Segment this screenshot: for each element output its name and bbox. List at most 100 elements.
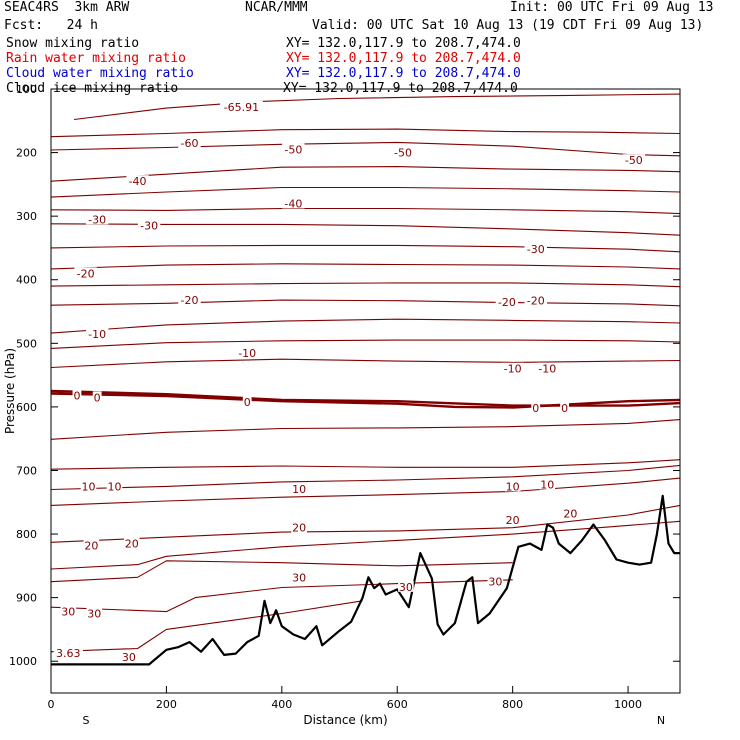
isotherm-line-1 (50, 128, 681, 138)
contour-label-34: 30 (87, 608, 101, 621)
isotherm-line-23 (50, 579, 513, 613)
x-tick-label-0: 0 (48, 698, 55, 711)
isotherm-line-18 (50, 464, 681, 491)
contour-label-23: 10 (82, 480, 96, 493)
contour-label-bg-21 (531, 402, 541, 414)
legend-rain: Rain water mixing ratio (6, 51, 187, 66)
contour-label-bg-11 (178, 294, 201, 306)
x-axis: 0 200 400 600 800 1000 (48, 686, 642, 711)
contour-label-bg-23 (80, 480, 97, 492)
contour-label-0: -65.91 (224, 101, 259, 114)
isotherm-line-16 (50, 419, 681, 440)
contour-label-bg-33 (60, 605, 77, 617)
isotherm-line-7 (50, 244, 681, 253)
contour-label-group: -65.91-60 -50 -50-50-40-40-30 -30-30-20-20-… (53, 100, 646, 664)
contour-label-19: 0 (94, 391, 101, 404)
contour-label-22: 0 (561, 402, 568, 415)
isotherm-line-17 (50, 459, 681, 470)
contour-label-bg-18 (72, 389, 82, 401)
contour-label-26: 10 (506, 480, 520, 493)
contour-label-bg-27 (539, 478, 556, 490)
contour-label-21: 0 (532, 402, 539, 415)
contour-label-6: -40 (284, 197, 302, 210)
contour-label-14: -10 (88, 328, 106, 341)
contour-label-33: 30 (61, 606, 75, 619)
contour-label-bg-5 (126, 175, 149, 187)
contour-label-15: -10 (238, 347, 256, 360)
contour-label-bg-30 (291, 521, 307, 533)
x-axis-title: Distance (km) (303, 713, 387, 727)
isotherm-line-11 (50, 318, 681, 334)
contour-label-bg-12 (495, 295, 519, 307)
x-tick-label-4: 800 (502, 698, 523, 711)
contour-label-18: 0 (73, 389, 80, 402)
contour-label-9: -30 (527, 243, 545, 256)
contour-label-bg-35 (291, 571, 307, 583)
y-tick-label-1: 300 (16, 210, 37, 223)
y-tick-label-3: 500 (16, 337, 37, 350)
contour-label-28: 20 (84, 539, 98, 552)
legend-cloud-water: Cloud water mixing ratio (6, 66, 194, 81)
contour-label-12: -20 (498, 296, 516, 309)
y-tick-label-2: 400 (16, 274, 37, 287)
isotherm-line-2 (50, 141, 681, 157)
contour-label-bg-26 (504, 480, 521, 492)
contour-label-bg-24 (106, 480, 123, 492)
isotherm-line-5 (50, 207, 681, 215)
contour-label-bg-32 (562, 507, 579, 519)
isotherm-line-13 (50, 358, 681, 369)
y-tick-label-0: 200 (16, 147, 37, 160)
contour-label-1: -60 (181, 137, 199, 150)
contour-label-bg-36 (398, 580, 414, 592)
contour-label-38: 30 (122, 651, 136, 664)
x-tick-label-3: 600 (387, 698, 408, 711)
contour-label-bg-37 (487, 575, 504, 587)
contour-label-bg-20 (242, 395, 252, 407)
isotherm-line-12 (50, 339, 681, 349)
contour-label-bg-25 (291, 482, 307, 494)
isotherm-line-22 (50, 560, 513, 583)
y-tick-label-7: 900 (16, 592, 37, 605)
contour-label-2: -50 (284, 143, 302, 156)
contour-label-bg-1 (178, 137, 201, 149)
model-name: SEAC4RS 3km ARW (4, 0, 130, 15)
isotherm-line-14 (50, 389, 681, 407)
x-tick-label-1: 200 (156, 698, 177, 711)
y-top-label: 100 (16, 83, 37, 96)
contour-label-bg-31 (504, 514, 521, 526)
contour-label-7: -30 (88, 213, 106, 226)
isotherm-line-8 (50, 263, 681, 270)
terrain-group (51, 494, 680, 666)
isotherm-line-4 (50, 186, 681, 198)
legend-rain-xy: XY= 132.0,117.9 to 208.7,474.0 (286, 51, 521, 66)
legend-snow: Snow mixing ratio (6, 36, 140, 51)
contour-label-bg-19 (92, 391, 102, 403)
contour-label-bg-34 (86, 607, 103, 619)
contour-label-25: 10 (292, 483, 306, 496)
contour-label-bg-17 (536, 362, 559, 374)
contour-label-bg-9 (524, 243, 547, 255)
contour-label-37: 30 (488, 576, 502, 589)
contour-label-bg-8 (137, 219, 161, 231)
y-tick-label-4: 600 (16, 401, 37, 414)
contour-label-13: -20 (527, 295, 545, 308)
isotherm-line-3 (50, 166, 681, 182)
contour-label-bg-14 (85, 327, 109, 339)
contour-label-30: 20 (292, 522, 306, 535)
y-tick-label-8: 1000 (9, 655, 37, 668)
legend-cloud-water-xy: XY= 132.0,117.9 to 208.7,474.0 (286, 66, 521, 81)
contour-label-39: 3.63 (56, 647, 81, 660)
contour-label-bg-0 (220, 100, 263, 112)
contour-label-bg-4 (622, 154, 646, 166)
y-axis-title: Pressure (hPa) (3, 348, 17, 434)
x-tick-label-2: 400 (271, 698, 292, 711)
north-end-label: N (657, 714, 665, 727)
contour-label-5: -40 (129, 175, 147, 188)
forecast-hour: Fcst: 24 h (4, 18, 98, 33)
contour-label-24: 10 (107, 480, 121, 493)
contour-label-4: -50 (625, 154, 643, 167)
isotherm-line-0 (74, 93, 681, 121)
contour-label-3: -50 (394, 147, 412, 160)
contour-label-17: -10 (538, 363, 556, 376)
